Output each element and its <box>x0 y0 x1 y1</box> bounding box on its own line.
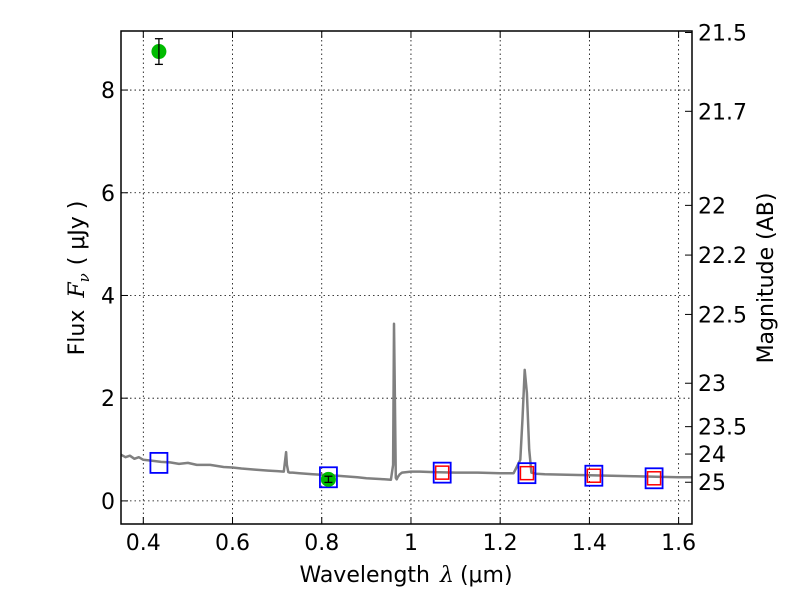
model-box-marker <box>319 466 338 489</box>
model-inner-marker <box>586 468 602 483</box>
model-box-marker <box>149 451 169 474</box>
y-tick-label: 2 <box>101 387 115 412</box>
y-tick-label: 4 <box>101 284 115 309</box>
x-axis-label-symbol: λ <box>439 563 454 588</box>
plot-frame <box>120 30 693 525</box>
model-inner-marker <box>519 465 535 481</box>
y-tick-labels: 0 2 4 6 8 <box>101 79 115 515</box>
y2-tick-label: 22.2 <box>698 244 747 269</box>
x-tick-labels: 0.4 0.6 0.8 1 1.2 1.4 1.6 <box>126 531 696 556</box>
model-points <box>149 451 664 490</box>
model-box-marker <box>432 461 452 484</box>
y-axis-label: Flux Fν ( μJy ) <box>65 201 93 356</box>
model-box-marker <box>517 462 537 485</box>
observed-points <box>151 38 336 487</box>
model-box-marker <box>644 467 664 490</box>
x-tick-label: 1.2 <box>483 531 518 556</box>
y2-tick-label: 22.5 <box>698 303 747 328</box>
model-inner-marker <box>646 471 662 486</box>
y2-tick-label: 25 <box>698 471 726 496</box>
x-tick-label: 1.4 <box>572 531 607 556</box>
y-axis-label-symbol: F <box>65 282 90 299</box>
spectrum-series <box>120 322 692 482</box>
y2-tick-label: 21.5 <box>698 22 747 47</box>
x-tick-label: 0.6 <box>215 531 250 556</box>
y-axis-label-subscript: ν <box>75 273 93 282</box>
x-tick-label: 0.4 <box>126 531 161 556</box>
y-tick-label: 6 <box>101 182 115 207</box>
y2-axis-label: Magnitude (AB) <box>754 193 779 364</box>
y2-tick-label: 24 <box>698 443 726 468</box>
x-tick-label: 1.6 <box>661 531 696 556</box>
y2-tick-label: 22 <box>698 194 726 219</box>
model-box-marker <box>584 464 604 487</box>
x-axis-label: Wavelength λ (μm) <box>299 563 512 588</box>
y2-tick-label: 23.5 <box>698 416 747 441</box>
y-axis-label-unit: ( μJy ) <box>65 201 90 266</box>
y2-tick-label: 21.7 <box>698 100 747 125</box>
y2-tick-labels: 21.5 21.7 22 22.2 22.5 23 23.524 25 <box>698 22 747 497</box>
y2-tick-label: 23 <box>698 372 726 397</box>
axis-ticks <box>121 31 692 524</box>
x-tick-label: 1 <box>404 531 418 556</box>
x-tick-label: 0.8 <box>304 531 339 556</box>
y-tick-label: 8 <box>101 79 115 104</box>
x-axis-label-unit: (μm) <box>460 563 513 588</box>
spectrum-line <box>120 322 692 482</box>
x-axis-label-prefix: Wavelength <box>299 563 430 588</box>
grid-lines <box>121 31 692 524</box>
model-inner-marker <box>434 465 450 480</box>
y-axis-label-prefix: Flux <box>65 310 90 356</box>
y-tick-label: 0 <box>101 490 115 515</box>
